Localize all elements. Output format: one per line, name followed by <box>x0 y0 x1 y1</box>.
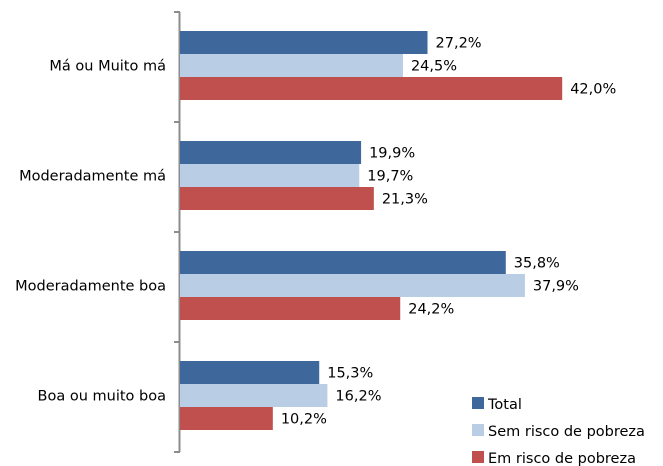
category-label: Moderadamente má <box>19 169 166 185</box>
bar-em-risco-de-pobreza <box>180 297 401 320</box>
data-label: 42,0% <box>570 82 616 98</box>
legend: Total Sem risco de pobreza Em risco de pob… <box>472 397 645 466</box>
data-label: 27,2% <box>436 36 482 52</box>
bar-em-risco-de-pobreza <box>180 407 273 430</box>
data-label: 19,7% <box>367 169 413 185</box>
legend-entry: Sem risco de pobreza <box>488 424 645 440</box>
data-label: 19,9% <box>369 146 415 162</box>
data-label: 24,5% <box>411 59 457 75</box>
axis-layer <box>174 11 181 453</box>
legend-entry: Em risco de pobreza <box>488 451 636 466</box>
category-label: Má ou Muito má <box>49 59 166 75</box>
legend-entry: Total <box>487 397 522 413</box>
data-label: 15,3% <box>327 366 373 382</box>
legend-swatch <box>472 424 484 436</box>
bar-sem-risco-de-pobreza <box>180 274 525 297</box>
data-label: 16,2% <box>335 389 381 405</box>
legend-swatch <box>472 397 484 409</box>
bar-em-risco-de-pobreza <box>180 77 563 100</box>
data-label: 21,3% <box>382 192 428 208</box>
bars-layer <box>180 31 563 430</box>
data-label: 35,8% <box>514 256 560 272</box>
bar-sem-risco-de-pobreza <box>180 164 360 187</box>
bar-total <box>180 251 506 274</box>
labels-layer: Má ou Muito má 27,2% 24,5% 42,0% Moderadamen… <box>15 36 616 428</box>
data-label: 10,2% <box>281 412 327 428</box>
category-label: Boa ou muito boa <box>38 389 166 405</box>
category-label: Moderadamente boa <box>15 279 166 295</box>
bar-em-risco-de-pobreza <box>180 187 374 210</box>
legend-swatch <box>472 451 484 463</box>
bar-total <box>180 361 320 384</box>
bar-total <box>180 31 428 54</box>
data-label: 24,2% <box>408 302 454 318</box>
bar-total <box>180 141 362 164</box>
bar-sem-risco-de-pobreza <box>180 384 328 407</box>
data-label: 37,9% <box>533 279 579 295</box>
bar-sem-risco-de-pobreza <box>180 54 403 77</box>
